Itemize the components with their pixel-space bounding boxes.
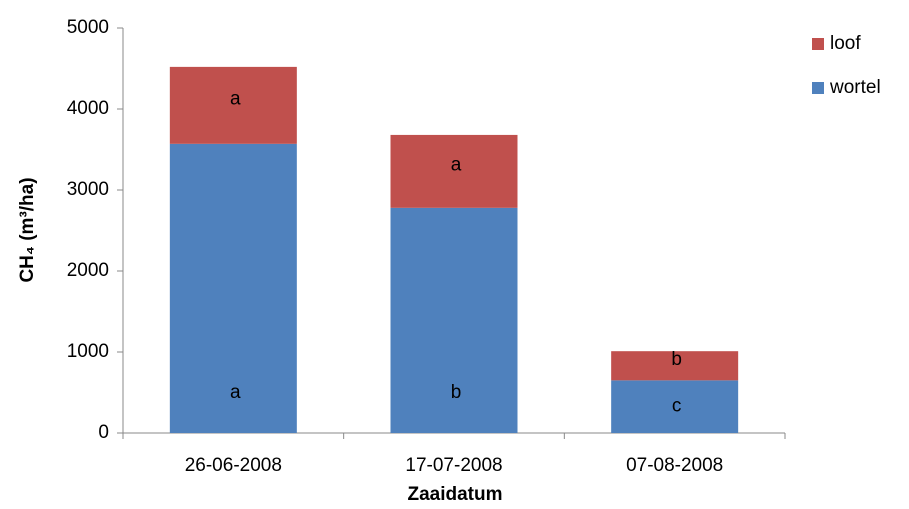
bar-annotation: a: [451, 154, 462, 175]
bar-segment: [169, 143, 297, 433]
bar-annotation: b: [671, 349, 682, 370]
legend-swatch: [812, 82, 824, 94]
bar-annotation: a: [230, 382, 241, 403]
y-tick-label: 0: [98, 422, 109, 443]
x-tick-label: 17-07-2008: [405, 455, 502, 476]
legend-label: loof: [830, 33, 861, 54]
y-tick-label: 2000: [67, 260, 109, 281]
y-tick-label: 4000: [67, 98, 109, 119]
y-axis-title: CH₄ (m³/ha): [17, 177, 38, 282]
bar-annotation: b: [451, 382, 462, 403]
bar-segment: [611, 351, 739, 381]
bar-segment: [390, 207, 518, 433]
x-axis-title: Zaaidatum: [407, 484, 502, 505]
y-tick-label: 1000: [67, 341, 109, 362]
legend-swatch: [812, 38, 824, 50]
x-tick-label: 07-08-2008: [626, 455, 723, 476]
legend-label: wortel: [829, 77, 881, 98]
bar-segment: [169, 66, 297, 144]
bar-annotation: c: [672, 396, 682, 417]
x-tick-label: 26-06-2008: [185, 455, 282, 476]
y-tick-label: 5000: [67, 17, 109, 38]
bar-segment: [390, 134, 518, 208]
bar-annotation: a: [230, 88, 241, 109]
y-tick-label: 3000: [67, 179, 109, 200]
bar-segment: [611, 380, 739, 433]
